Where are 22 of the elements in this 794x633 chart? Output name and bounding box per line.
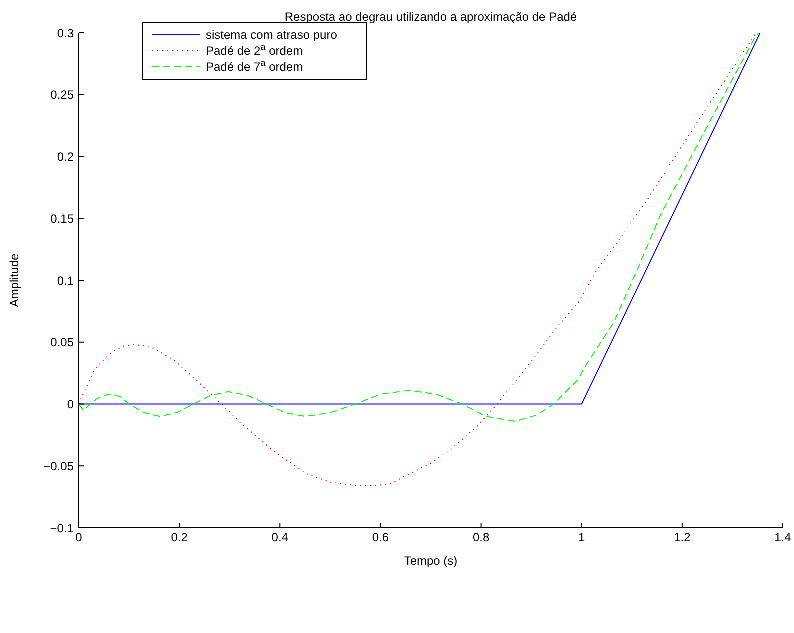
- x-tick-label: 1: [578, 530, 586, 545]
- x-tick-label: 1.4: [774, 530, 792, 545]
- legend-label: Padé de 2$^{a}$ ordem: [206, 42, 304, 58]
- x-tick-label: 0.2: [171, 530, 188, 545]
- x-axis-title: Tempo (s): [404, 554, 458, 568]
- y-tick-label: 0.3: [57, 26, 74, 40]
- y-axis-title: Amplitude: [7, 254, 22, 308]
- legend-label: Padé de 7$^{a}$ ordem: [206, 58, 304, 74]
- y-tick-label: 0.05: [50, 336, 74, 350]
- y-tick-label: 0.1: [57, 274, 74, 288]
- legend-label: sistema com atraso puro: [206, 28, 338, 42]
- y-tick-label: 0.25: [50, 88, 74, 102]
- y-tick-label: 0.15: [50, 212, 74, 226]
- x-tick-label: 1.2: [674, 530, 692, 545]
- y-tick-label: 0.2: [57, 150, 74, 164]
- x-tick-label: 0.6: [372, 530, 390, 545]
- chart-title: Resposta ao degrau utilizando a aproximação de Padé: [284, 10, 578, 24]
- y-tick-label: −0.05: [44, 459, 74, 474]
- x-tick-label: 0.4: [272, 530, 289, 545]
- y-tick-label: 0: [67, 398, 74, 412]
- x-tick-label: 0.8: [472, 530, 490, 545]
- y-tick-label: −0.1: [50, 521, 74, 536]
